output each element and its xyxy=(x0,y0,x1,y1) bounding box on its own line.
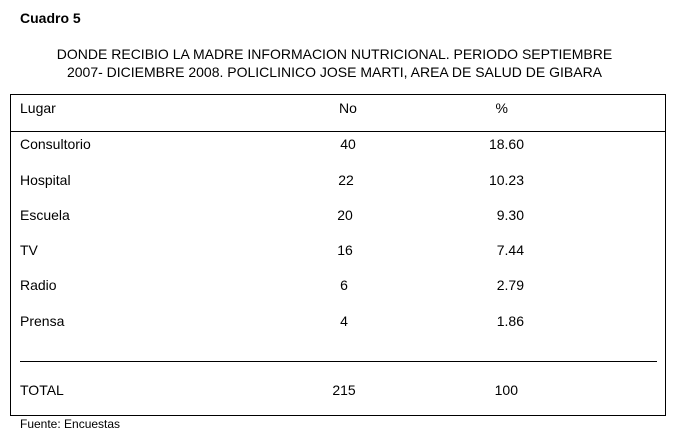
table-row-no: 40 xyxy=(340,136,356,152)
total-divider xyxy=(20,361,657,362)
table-row-pct: 10.23 xyxy=(488,172,524,188)
column-header-no: No xyxy=(339,100,357,116)
header-divider xyxy=(10,131,666,132)
table-title-line-1: DONDE RECIBIO LA MADRE INFORMACION NUTRI… xyxy=(56,46,613,62)
total-pct: 100 xyxy=(494,382,518,398)
table-row-lugar: Escuela xyxy=(20,207,70,223)
data-table xyxy=(10,94,666,416)
table-row-pct: 7.44 xyxy=(496,242,524,258)
table-row-no: 16 xyxy=(337,242,353,258)
column-header-pct: % xyxy=(495,100,508,116)
table-row-pct: 1.86 xyxy=(496,313,524,329)
table-row-lugar: TV xyxy=(20,242,38,258)
table-row-no: 4 xyxy=(340,313,348,329)
total-no: 215 xyxy=(332,382,356,398)
table-row-lugar: Hospital xyxy=(20,172,71,188)
table-row-lugar: Prensa xyxy=(20,313,65,329)
table-row-pct: 2.79 xyxy=(496,277,524,293)
table-row-no: 6 xyxy=(340,277,348,293)
column-header-lugar: Lugar xyxy=(20,100,56,116)
table-row-pct: 18.60 xyxy=(488,136,524,152)
table-title-line-2: 2007- DICIEMBRE 2008. POLICLINICO JOSE M… xyxy=(66,64,603,80)
table-row-lugar: Consultorio xyxy=(20,136,91,152)
table-row-no: 20 xyxy=(337,207,353,223)
table-row-lugar: Radio xyxy=(20,277,57,293)
table-row-no: 22 xyxy=(338,172,354,188)
total-label: TOTAL xyxy=(20,382,64,398)
table-row-pct: 9.30 xyxy=(496,207,524,223)
source-note: Fuente: Encuestas xyxy=(20,417,121,431)
table-caption-number: Cuadro 5 xyxy=(20,10,81,26)
